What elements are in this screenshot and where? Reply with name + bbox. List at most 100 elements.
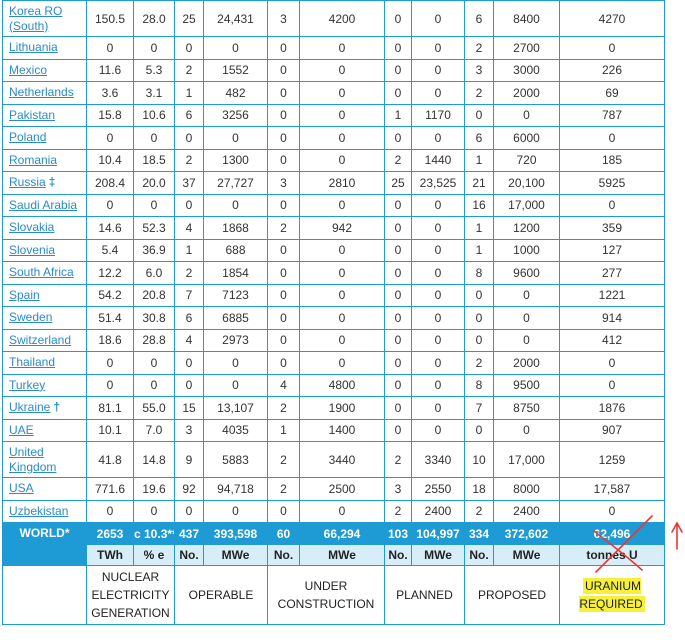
planned-mwe-cell: 0 xyxy=(411,418,465,442)
operable-mwe-cell: 2973 xyxy=(203,328,268,352)
country-link[interactable]: Lithuania xyxy=(9,40,58,55)
construction-mwe-cell: 0 xyxy=(299,36,385,60)
table-row: Romania 10.4 18.5 2 1300 0 0 2 1440 1 720 185 xyxy=(2,148,665,172)
uranium-cell: 1221 xyxy=(559,283,665,307)
uranium-cell: 0 xyxy=(559,373,665,397)
table-row: Turkey 0 0 0 0 4 4800 0 0 8 9500 0 xyxy=(2,373,665,397)
operable-no-cell: 3 xyxy=(174,418,204,442)
footnote-symbol: ‡ xyxy=(48,175,56,190)
construction-no-cell: 0 xyxy=(267,126,300,150)
uranium-cell: 5925 xyxy=(559,171,665,195)
country-cell: Korea RO (South) xyxy=(2,0,87,37)
construction-no-cell: 0 xyxy=(267,238,300,262)
operable-no-cell: 4 xyxy=(174,328,204,352)
construction-mwe-cell: 0 xyxy=(299,81,385,105)
country-link[interactable]: Korea RO (South) xyxy=(9,3,63,33)
world-planned-no: 103 xyxy=(384,522,412,545)
pct-cell: 7.0 xyxy=(133,418,175,442)
country-link[interactable]: Russia xyxy=(9,175,46,190)
construction-no-cell: 1 xyxy=(267,418,300,442)
table-row: Sweden 51.4 30.8 6 6885 0 0 0 0 0 0 914 xyxy=(2,306,665,330)
country-link[interactable]: United Kingdom xyxy=(9,444,57,474)
construction-no-cell: 0 xyxy=(267,328,300,352)
planned-mwe-cell: 3340 xyxy=(411,441,465,478)
twh-cell: 0 xyxy=(86,373,134,397)
country-link[interactable]: Turkey xyxy=(9,377,46,392)
country-link[interactable]: Spain xyxy=(9,287,40,302)
table-row: Russia ‡ 208.4 20.0 37 27,727 3 2810 25 23,525 21 2… xyxy=(2,171,665,195)
operable-no-cell: 0 xyxy=(174,126,204,150)
country-link[interactable]: USA xyxy=(9,481,34,496)
proposed-no-cell: 2 xyxy=(464,499,494,523)
operable-mwe-cell: 0 xyxy=(203,351,268,375)
operable-no-cell: 25 xyxy=(174,0,204,37)
country-link[interactable]: Romania xyxy=(9,152,58,167)
twh-cell: 10.1 xyxy=(86,418,134,442)
uranium-cell: 787 xyxy=(559,103,665,127)
unit-pct: % e xyxy=(133,544,175,566)
proposed-no-cell: 2 xyxy=(464,36,494,60)
table-row: USA 771.6 19.6 92 94,718 2 2500 3 2550 18 8000 17,5… xyxy=(2,477,665,501)
proposed-no-cell: 21 xyxy=(464,171,494,195)
unit-planned-mwe: MWe xyxy=(411,544,465,566)
construction-no-cell: 4 xyxy=(267,373,300,397)
proposed-mwe-cell: 8000 xyxy=(493,477,560,501)
planned-no-cell: 0 xyxy=(384,238,412,262)
country-link[interactable]: Uzbekistan xyxy=(9,503,69,518)
planned-mwe-cell: 0 xyxy=(411,0,465,37)
country-link[interactable]: Ukraine xyxy=(9,400,51,415)
construction-mwe-cell: 0 xyxy=(299,351,385,375)
operable-no-cell: 6 xyxy=(174,306,204,330)
construction-no-cell: 0 xyxy=(267,58,300,82)
header-proposed: PROPOSED xyxy=(464,565,560,625)
country-link[interactable]: Poland xyxy=(9,130,47,145)
uranium-cell: 412 xyxy=(559,328,665,352)
construction-mwe-cell: 1900 xyxy=(299,396,385,420)
twh-cell: 81.1 xyxy=(86,396,134,420)
header-generation: NUCLEAR ELECTRICITY GENERATION xyxy=(86,565,175,625)
country-link[interactable]: Slovenia xyxy=(9,242,56,257)
operable-no-cell: 1 xyxy=(174,81,204,105)
world-uranium: 62,496 xyxy=(559,522,665,545)
country-link[interactable]: UAE xyxy=(9,422,34,437)
country-link[interactable]: Saudi Arabia xyxy=(9,197,78,212)
proposed-no-cell: 18 xyxy=(464,477,494,501)
construction-mwe-cell: 0 xyxy=(299,193,385,217)
planned-no-cell: 0 xyxy=(384,373,412,397)
proposed-mwe-cell: 9600 xyxy=(493,261,560,285)
units-row: TWh % e No. MWe No. MWe No. MWe No. MWe … xyxy=(2,544,665,566)
construction-mwe-cell: 0 xyxy=(299,261,385,285)
proposed-no-cell: 6 xyxy=(464,0,494,37)
country-link[interactable]: Pakistan xyxy=(9,107,56,122)
construction-mwe-cell: 0 xyxy=(299,283,385,307)
twh-cell: 771.6 xyxy=(86,477,134,501)
country-link[interactable]: Switzerland xyxy=(9,332,72,347)
table-row: Mexico 11.6 5.3 2 1552 0 0 0 0 3 3000 226 xyxy=(2,58,665,82)
table-row: United Kingdom 41.8 14.8 9 5883 2 3440 2 3340 10 1… xyxy=(2,441,665,478)
country-link[interactable]: Slovakia xyxy=(9,220,55,235)
uranium-cell: 4270 xyxy=(559,0,665,37)
country-link[interactable]: South Africa xyxy=(9,265,74,280)
table-row: Lithuania 0 0 0 0 0 0 0 0 2 2700 0 xyxy=(2,36,665,60)
proposed-mwe-cell: 2000 xyxy=(493,351,560,375)
country-cell: Lithuania xyxy=(2,36,87,60)
operable-mwe-cell: 5883 xyxy=(203,441,268,478)
country-link[interactable]: Netherlands xyxy=(9,85,74,100)
country-link[interactable]: Mexico xyxy=(9,62,48,77)
world-proposed-no: 334 xyxy=(464,522,494,545)
proposed-no-cell: 1 xyxy=(464,216,494,240)
proposed-no-cell: 6 xyxy=(464,126,494,150)
table-row: Uzbekistan 0 0 0 0 0 0 2 2400 2 2400 0 xyxy=(2,499,665,523)
pct-cell: 10.6 xyxy=(133,103,175,127)
country-cell: Sweden xyxy=(2,306,87,330)
planned-mwe-cell: 0 xyxy=(411,238,465,262)
country-link[interactable]: Sweden xyxy=(9,310,53,325)
construction-mwe-cell: 0 xyxy=(299,126,385,150)
country-cell: Mexico xyxy=(2,58,87,82)
country-link[interactable]: Thailand xyxy=(9,355,56,370)
pct-cell: 20.0 xyxy=(133,171,175,195)
operable-no-cell: 0 xyxy=(174,36,204,60)
construction-no-cell: 2 xyxy=(267,396,300,420)
construction-mwe-cell: 2810 xyxy=(299,171,385,195)
uranium-cell: 0 xyxy=(559,499,665,523)
